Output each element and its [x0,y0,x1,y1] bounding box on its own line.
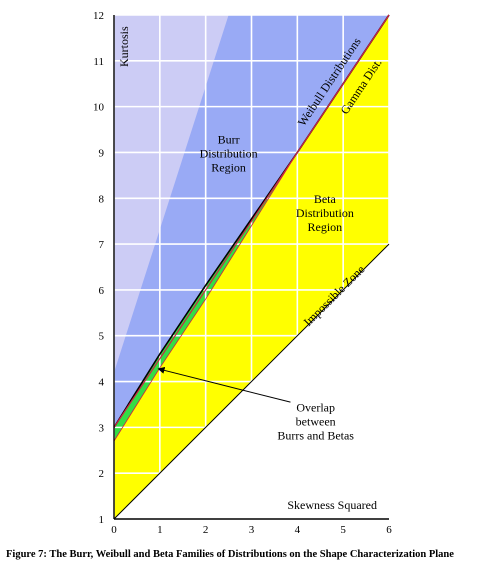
x-axis-label: Skewness Squared [287,498,377,512]
y-tick-label: 11 [93,56,104,68]
burr-region-label: Region [211,160,246,174]
x-tick-label: 5 [340,524,346,536]
burr-region-label: Distribution [200,146,258,160]
beta-region-label: Region [307,220,342,234]
overlap-label: Overlap [296,400,335,414]
x-tick-label: 4 [295,524,301,536]
x-tick-label: 2 [203,524,209,536]
y-tick-label: 2 [99,468,105,480]
beta-region-label: Distribution [296,206,354,220]
y-tick-label: 3 [99,422,105,434]
impossible-boundary-line [113,243,390,520]
y-tick-label: 5 [99,331,105,343]
y-tick-label: 1 [99,514,105,526]
burr-region-label: Burr [218,132,240,146]
y-tick-label: 7 [99,239,105,251]
x-tick-label: 6 [386,524,392,536]
x-tick-label: 0 [111,524,117,536]
x-tick-label: 1 [157,524,163,536]
y-axis-label: Kurtosis [117,26,131,67]
y-tick-label: 4 [99,377,105,389]
beta-region-label: Beta [314,192,337,206]
y-tick-label: 10 [93,102,105,114]
y-tick-label: 12 [93,10,104,22]
y-tick-label: 6 [99,285,105,297]
overlap-label: Burrs and Betas [277,428,354,442]
overlap-arrow [157,366,291,403]
y-tick-label: 8 [99,193,105,205]
figure-caption: Figure 7: The Burr, Weibull and Beta Fam… [6,549,454,560]
x-tick-label: 3 [249,524,255,536]
beta-boundary-line [113,14,390,442]
overlap-label: between [296,414,336,428]
y-tick-label: 9 [99,147,105,159]
